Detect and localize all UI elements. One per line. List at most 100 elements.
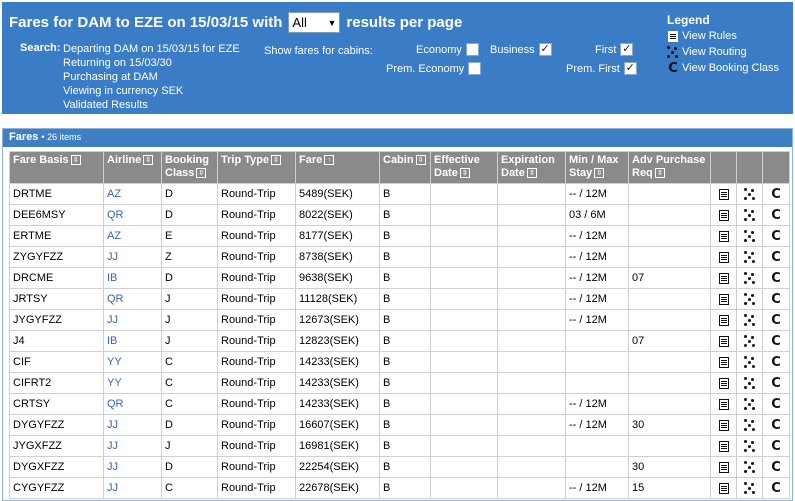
cabin-first: First ✓ (595, 43, 634, 56)
airline-cell[interactable]: QR (103, 288, 162, 310)
view-rules-cell (710, 372, 737, 394)
routing-icon[interactable] (743, 188, 756, 201)
airline-cell[interactable]: IB (103, 330, 162, 352)
airline-cell[interactable]: YY (103, 372, 162, 394)
column-header[interactable]: Effective Date ⇳ (430, 151, 498, 184)
rules-icon[interactable] (718, 335, 729, 347)
sort-icon[interactable]: ⇳ (526, 168, 537, 179)
routing-icon[interactable] (743, 440, 756, 453)
airline-cell[interactable]: JJ (103, 435, 162, 457)
rules-icon[interactable] (718, 188, 729, 200)
routing-icon[interactable] (743, 461, 756, 474)
routing-icon[interactable] (743, 377, 756, 390)
airline-cell[interactable]: AZ (103, 225, 162, 247)
rules-icon[interactable] (718, 314, 729, 326)
airline-cell[interactable]: AZ (103, 183, 162, 205)
column-header[interactable]: Expiration Date ⇳ (497, 151, 566, 184)
airline-cell[interactable]: QR (103, 204, 162, 226)
rules-icon[interactable] (718, 377, 729, 389)
booking-class-icon[interactable]: C (771, 354, 781, 370)
sort-icon[interactable]: ⇳ (594, 168, 605, 179)
column-header[interactable]: Adv Purchase Req ⇳ (628, 151, 711, 184)
booking-class-icon[interactable]: C (771, 312, 781, 328)
view-booking-class-cell: C (762, 477, 790, 499)
column-header[interactable]: Booking Class ⇳ (161, 151, 218, 184)
routing-icon[interactable] (743, 419, 756, 432)
booking-class-icon[interactable]: C (771, 375, 781, 391)
airline-cell[interactable]: JJ (103, 414, 162, 436)
rules-icon[interactable] (718, 293, 729, 305)
rules-icon[interactable] (718, 209, 729, 221)
sort-icon[interactable]: ⇳ (70, 155, 81, 166)
airline-cell[interactable]: JJ (103, 456, 162, 478)
rules-icon[interactable] (718, 272, 729, 284)
column-header[interactable]: Min / Max Stay ⇳ (565, 151, 629, 184)
column-header[interactable]: Airline ⇳ (103, 151, 162, 184)
sort-icon[interactable]: ⇳ (143, 155, 154, 166)
rules-icon[interactable] (718, 356, 729, 368)
booking-class-icon[interactable]: C (771, 270, 781, 286)
booking-class-icon[interactable]: C (771, 417, 781, 433)
cabin-business-checkbox[interactable]: ✓ (538, 43, 552, 56)
search-line: Viewing in currency SEK (63, 85, 184, 97)
results-per-page-select[interactable]: All ▼ (288, 12, 341, 33)
cabin-prem-first-checkbox[interactable]: ✓ (623, 62, 637, 75)
airline-cell[interactable]: JJ (103, 477, 162, 499)
routing-icon[interactable] (743, 335, 756, 348)
sort-icon[interactable]: ⇳ (459, 168, 470, 179)
column-header[interactable]: Fare ↑ (295, 151, 380, 184)
rules-icon[interactable] (718, 230, 729, 242)
routing-icon[interactable] (743, 293, 756, 306)
sort-icon[interactable]: ↑ (324, 155, 335, 166)
column-header[interactable]: Cabin ⇳ (379, 151, 431, 184)
sort-icon[interactable]: ⇳ (654, 168, 665, 179)
view-rules-cell (710, 225, 737, 247)
column-header[interactable]: Fare Basis ⇳ (9, 151, 104, 184)
routing-icon[interactable] (743, 482, 756, 495)
effective-date-cell (430, 372, 498, 394)
booking-class-icon[interactable]: C (771, 396, 781, 412)
cabin-economy-checkbox[interactable] (465, 43, 479, 56)
rules-icon[interactable] (718, 398, 729, 410)
routing-icon[interactable] (743, 272, 756, 285)
cabin-prem-economy-label: Prem. Economy (386, 62, 465, 75)
booking-class-icon[interactable]: C (771, 207, 781, 223)
cabin-cell: B (379, 351, 431, 373)
booking-class-icon[interactable]: C (771, 228, 781, 244)
booking-class-icon[interactable]: C (771, 333, 781, 349)
trip-type-cell: Round-Trip (217, 204, 296, 226)
rules-icon[interactable] (718, 419, 729, 431)
column-header[interactable]: Trip Type ⇳ (217, 151, 296, 184)
routing-icon[interactable] (743, 209, 756, 222)
booking-class-icon[interactable]: C (771, 438, 781, 454)
routing-icon[interactable] (743, 398, 756, 411)
rules-icon[interactable] (718, 482, 729, 494)
booking-class-icon[interactable]: C (771, 459, 781, 475)
adv-purchase-req-cell (628, 372, 711, 394)
airline-cell[interactable]: YY (103, 351, 162, 373)
sort-icon[interactable]: ⇳ (196, 168, 207, 179)
sort-icon[interactable]: ⇳ (271, 155, 282, 166)
airline-cell[interactable]: QR (103, 393, 162, 415)
rules-icon[interactable] (718, 440, 729, 452)
cabin-prem-economy-checkbox[interactable] (468, 62, 482, 75)
effective-date-cell (430, 414, 498, 436)
search-label: Search: (20, 42, 61, 54)
rules-icon[interactable] (718, 461, 729, 473)
routing-icon[interactable] (743, 251, 756, 264)
cabin-first-checkbox[interactable]: ✓ (620, 43, 634, 56)
trip-type-cell: Round-Trip (217, 183, 296, 205)
booking-class-icon[interactable]: C (771, 249, 781, 265)
rules-icon[interactable] (718, 251, 729, 263)
booking-class-icon[interactable]: C (771, 291, 781, 307)
airline-cell[interactable]: IB (103, 267, 162, 289)
booking-class-icon[interactable]: C (771, 480, 781, 496)
airline-cell[interactable]: JJ (103, 309, 162, 331)
booking-class-icon[interactable]: C (771, 186, 781, 202)
routing-icon[interactable] (743, 314, 756, 327)
routing-icon[interactable] (743, 356, 756, 369)
airline-cell[interactable]: JJ (103, 246, 162, 268)
sort-icon[interactable]: ⇳ (415, 155, 426, 166)
routing-icon[interactable] (743, 230, 756, 243)
min-max-stay-cell (565, 372, 629, 394)
